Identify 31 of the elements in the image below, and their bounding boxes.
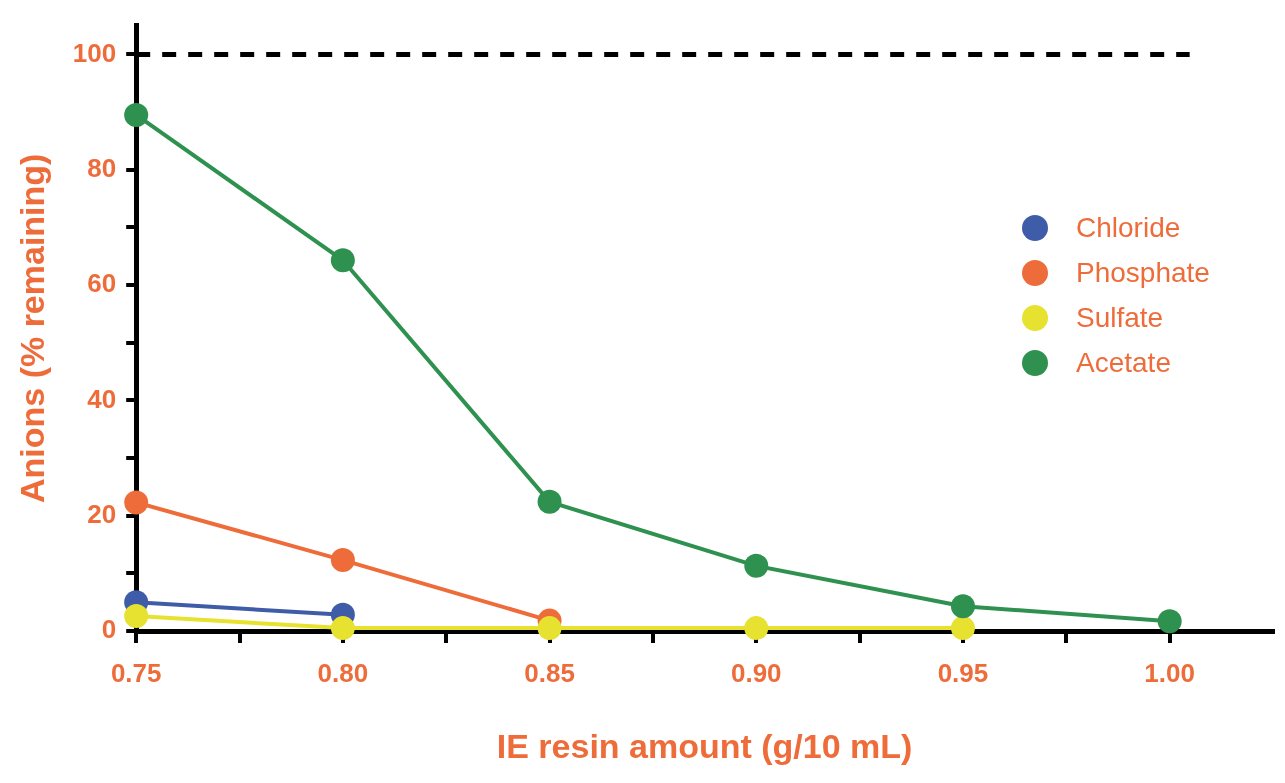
x-tick-label: 1.00	[1144, 657, 1195, 688]
point	[744, 616, 769, 641]
point	[124, 604, 149, 629]
point	[744, 553, 769, 578]
point	[330, 616, 355, 641]
x-tick-label: 0.85	[524, 657, 575, 688]
legend-label: Acetate	[1076, 346, 1171, 379]
point	[537, 489, 562, 514]
point	[330, 248, 355, 273]
y-tick-label: 20	[87, 498, 117, 529]
y-tick-label: 60	[87, 268, 117, 299]
legend-label: Phosphate	[1076, 256, 1210, 289]
legend-label: Sulfate	[1076, 301, 1164, 334]
y-tick-label: 100	[72, 37, 117, 68]
point	[124, 490, 149, 515]
legend-label: Chloride	[1076, 211, 1181, 244]
x-tick-label: 0.90	[730, 657, 782, 688]
y-tick-label: 80	[87, 152, 117, 183]
x-tick-label: 0.75	[110, 657, 162, 688]
point	[124, 102, 149, 127]
x-tick-label: 0.80	[317, 657, 369, 688]
y-axis-title: Anions (% remaining)	[12, 153, 51, 504]
point	[1157, 609, 1182, 634]
x-axis-title: IE resin amount (g/10 mL)	[496, 726, 913, 765]
point	[950, 616, 975, 641]
point	[537, 616, 562, 641]
y-tick-label: 0	[101, 614, 117, 645]
x-tick-label: 0.95	[937, 657, 989, 688]
point	[950, 594, 975, 619]
point	[330, 548, 355, 573]
y-tick-label: 40	[87, 383, 117, 414]
